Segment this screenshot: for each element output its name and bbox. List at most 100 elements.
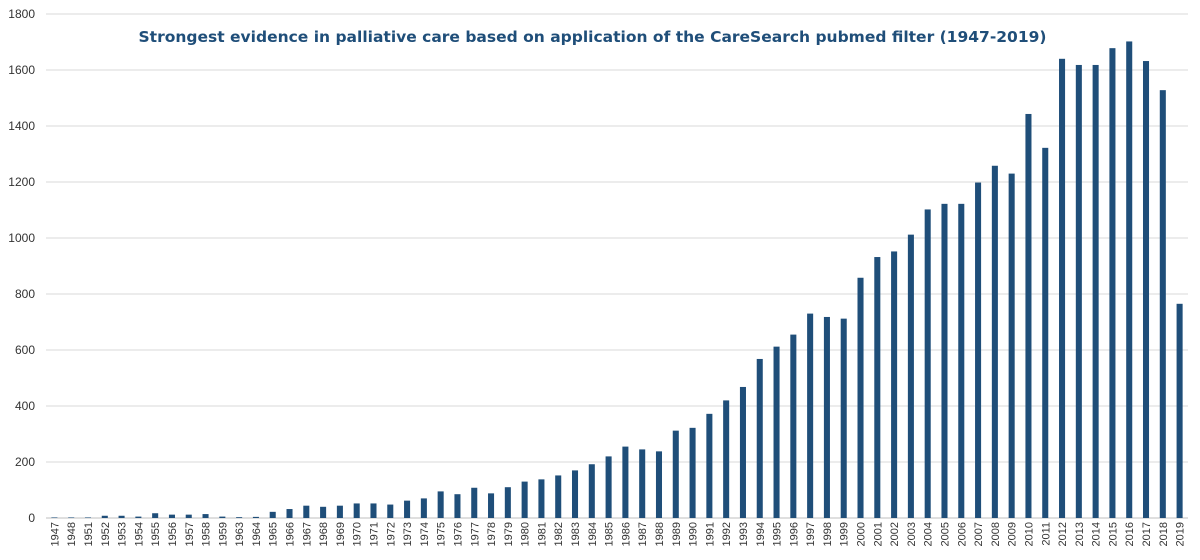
chart-title: Strongest evidence in palliative care ba… (138, 28, 1047, 46)
bar (689, 427, 696, 518)
x-tick-label: 1990 (688, 522, 700, 546)
x-tick-label: 1975 (436, 522, 448, 546)
x-tick-label: 1964 (251, 522, 263, 546)
x-tick-label: 1954 (133, 522, 145, 546)
y-tick-label: 200 (15, 455, 35, 469)
x-tick-label: 1979 (503, 522, 515, 546)
x-tick-label: 1972 (385, 522, 397, 546)
x-tick-label: 1973 (402, 522, 414, 546)
bar (555, 475, 562, 518)
x-tick-label: 2002 (889, 522, 901, 546)
y-tick-label: 1800 (8, 7, 35, 21)
bar (1059, 58, 1066, 519)
bar (823, 316, 830, 518)
bar (1042, 147, 1049, 518)
x-tick-label: 1996 (788, 522, 800, 546)
bar (924, 209, 931, 518)
x-tick-label: 1970 (352, 522, 364, 546)
bar (269, 511, 276, 518)
x-tick-label: 1953 (117, 522, 129, 546)
bar (622, 446, 629, 518)
bar (655, 451, 663, 518)
bar (874, 257, 881, 518)
x-tick-label: 2008 (990, 522, 1002, 546)
bar (807, 313, 814, 518)
x-tick-label: 1947 (49, 522, 61, 546)
bar (68, 517, 75, 518)
bar (135, 516, 142, 518)
bar (588, 464, 595, 518)
x-tick-label: 1958 (201, 522, 213, 546)
x-tick-label: 2013 (1074, 522, 1086, 546)
bar (202, 514, 209, 518)
x-tick-label: 2001 (872, 522, 884, 546)
x-tick-label: 1965 (268, 522, 280, 546)
bar (1075, 64, 1082, 519)
x-tick-label: 2005 (939, 522, 951, 546)
x-tick-label: 2003 (906, 522, 918, 546)
x-tick-label: 1955 (150, 522, 162, 546)
bar (639, 449, 646, 518)
bar (336, 505, 343, 518)
x-tick-label: 1989 (671, 522, 683, 546)
bar (236, 517, 243, 518)
bar (1092, 64, 1099, 519)
x-tick-label: 2011 (1040, 522, 1052, 546)
bar (420, 498, 427, 518)
bar (739, 386, 746, 518)
bar (521, 481, 528, 518)
bar (84, 517, 92, 518)
bar (941, 203, 948, 518)
bar (51, 517, 58, 518)
bar (706, 413, 713, 518)
x-tick-label: 1966 (285, 522, 297, 546)
bar (571, 470, 579, 518)
x-tick-label: 1957 (184, 522, 196, 546)
bar (303, 505, 310, 518)
x-tick-label: 1994 (755, 522, 767, 546)
bar (1126, 41, 1133, 518)
bar (672, 430, 679, 518)
bar (975, 182, 982, 518)
bar (118, 515, 125, 518)
bar (471, 487, 478, 518)
y-tick-label: 0 (28, 511, 35, 525)
bar (252, 516, 259, 518)
bar (504, 487, 511, 518)
bar (840, 318, 847, 518)
y-tick-label: 1200 (8, 175, 35, 189)
x-tick-label: 2014 (1091, 522, 1103, 546)
bar (538, 479, 545, 518)
x-tick-label: 1988 (654, 522, 666, 546)
bar (185, 514, 192, 518)
bar (1176, 303, 1183, 518)
bar (488, 493, 495, 518)
bar (756, 358, 763, 518)
x-tick-label: 1952 (100, 522, 112, 546)
y-tick-label: 1400 (8, 119, 35, 133)
bar (773, 346, 780, 518)
x-tick-label: 1982 (553, 522, 565, 546)
bar (370, 503, 377, 518)
x-tick-label: 1971 (368, 522, 380, 546)
x-tick-label: 2012 (1057, 522, 1069, 546)
bar (605, 456, 612, 518)
x-tick-label: 1981 (536, 522, 548, 546)
x-tick-label: 1983 (570, 522, 582, 546)
x-tick-label: 1951 (83, 522, 95, 546)
y-tick-label: 800 (15, 287, 35, 301)
y-tick-label: 1000 (8, 231, 35, 245)
y-tick-label: 400 (15, 399, 35, 413)
x-tick-label: 1978 (486, 522, 498, 546)
bar (404, 500, 411, 518)
bar (857, 277, 864, 518)
y-tick-label: 1600 (8, 63, 35, 77)
bar (454, 494, 461, 518)
bar (219, 516, 226, 518)
y-tick-label: 600 (15, 343, 35, 357)
x-tick-label: 2009 (1007, 522, 1019, 546)
x-tick-label: 1976 (452, 522, 464, 546)
x-tick-label: 2010 (1023, 522, 1035, 546)
